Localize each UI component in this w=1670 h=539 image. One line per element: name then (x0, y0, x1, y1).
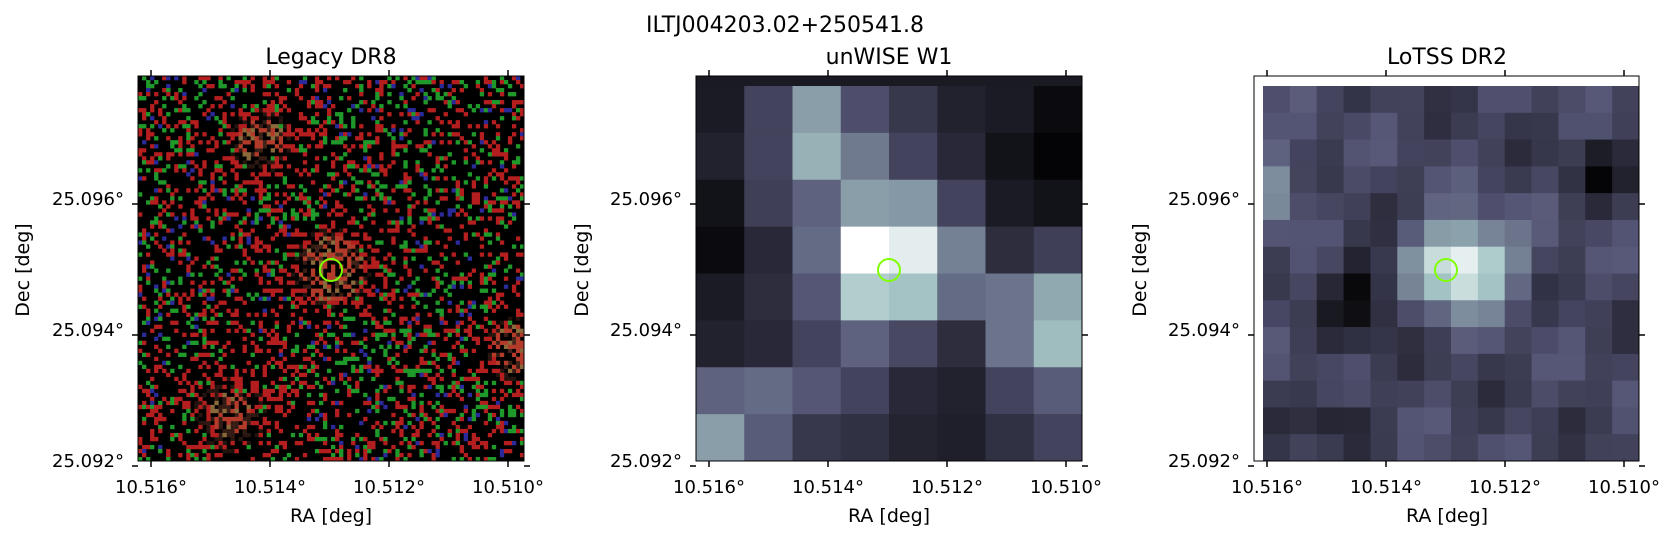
y-tick-label: 25.092° (610, 451, 682, 472)
panel-unwise-w1: unWISE W1 10.516° 10.514° 10.512° 10.510… (571, 45, 1102, 527)
y-tick-label: 25.094° (1168, 320, 1240, 341)
x-tick-label: 10.512° (353, 477, 425, 498)
x-tick-label: 10.514° (792, 477, 864, 498)
y-axis-label: Dec [deg] (571, 223, 593, 316)
panel-title: Legacy DR8 (265, 45, 396, 70)
x-axis-label: RA [deg] (1406, 505, 1488, 527)
axes-frame (1253, 75, 1640, 462)
axis-ticks (690, 70, 1088, 467)
y-axis-label: Dec [deg] (12, 223, 34, 316)
source-marker (319, 258, 343, 282)
x-tick-label: 10.514° (1350, 477, 1422, 498)
y-tick-label: 25.096° (52, 189, 124, 210)
x-tick-label: 10.516° (115, 477, 187, 498)
y-tick-label: 25.092° (52, 451, 124, 472)
y-tick-label: 25.096° (1168, 189, 1240, 210)
axis-ticks (1248, 70, 1645, 467)
panel-lotss-dr2: LoTSS DR2 10.516° 10.514° 10.512° 10.510… (1129, 45, 1660, 527)
panel-image (1254, 76, 1640, 462)
panel-image (138, 76, 525, 462)
y-tick-label: 25.096° (610, 189, 682, 210)
y-axis-label: Dec [deg] (1129, 223, 1151, 316)
x-tick-label: 10.510° (1030, 477, 1102, 498)
figure-title: ILTJ004203.02+250541.8 (646, 13, 924, 38)
panel-title: unWISE W1 (826, 45, 953, 70)
x-tick-label: 10.516° (673, 477, 745, 498)
x-tick-label: 10.510° (1588, 477, 1660, 498)
x-tick-label: 10.512° (1469, 477, 1541, 498)
x-tick-label: 10.516° (1231, 477, 1303, 498)
x-axis-label: RA [deg] (290, 505, 372, 527)
panel-legacy-dr8: Legacy DR8 10.516° 10.514° 10.512° 10.51… (12, 45, 544, 527)
x-tick-label: 10.514° (234, 477, 306, 498)
x-axis-label: RA [deg] (848, 505, 930, 527)
panel-title: LoTSS DR2 (1387, 45, 1507, 70)
y-tick-label: 25.092° (1168, 451, 1240, 472)
x-tick-label: 10.510° (472, 477, 544, 498)
axis-ticks (132, 70, 530, 467)
y-tick-label: 25.094° (52, 320, 124, 341)
axes-frame (137, 75, 525, 462)
source-marker (1434, 258, 1458, 282)
x-tick-label: 10.512° (911, 477, 983, 498)
panel-image (696, 76, 1083, 462)
y-tick-label: 25.094° (610, 320, 682, 341)
source-marker (877, 258, 901, 282)
axes-frame (695, 75, 1083, 462)
